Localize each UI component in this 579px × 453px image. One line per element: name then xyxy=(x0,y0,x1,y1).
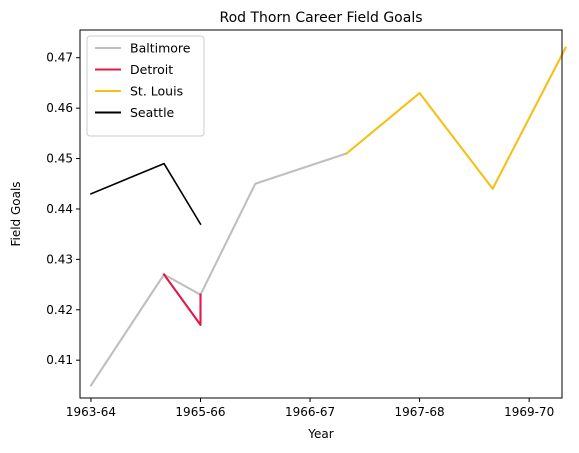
legend: Baltimore Detroit St. Louis Seattle xyxy=(86,35,205,137)
series-line-detroit xyxy=(162,273,202,326)
x-axis: 1963-64 1965-66 1966-67 1967-68 1969-70 xyxy=(66,398,554,419)
x-axis-title: Year xyxy=(307,427,333,441)
x-tick-label: 1963-64 xyxy=(66,405,116,419)
x-tick-label: 1969-70 xyxy=(504,405,554,419)
x-tick-label: 1965-66 xyxy=(175,405,225,419)
series-line-st-louis xyxy=(345,46,568,190)
y-tick-label: 0.44 xyxy=(46,202,73,216)
legend-box xyxy=(86,35,205,137)
legend-label-seattle: Seattle xyxy=(130,105,175,120)
y-tick-label: 0.46 xyxy=(46,101,73,115)
legend-label-st-louis: St. Louis xyxy=(130,84,183,99)
legend-label-detroit: Detroit xyxy=(130,62,173,77)
y-axis: 0.41 0.42 0.43 0.44 0.45 0.46 0.47 xyxy=(46,51,80,367)
y-tick-label: 0.43 xyxy=(46,252,73,266)
y-tick-label: 0.47 xyxy=(46,51,73,65)
chart-title: Rod Thorn Career Field Goals xyxy=(220,10,423,26)
x-tick-label: 1966-67 xyxy=(285,405,335,419)
x-tick-label: 1967-68 xyxy=(395,405,445,419)
plot-frame xyxy=(79,29,563,399)
y-tick-label: 0.42 xyxy=(46,303,73,317)
y-tick-label: 0.45 xyxy=(46,152,73,166)
legend-label-baltimore: Baltimore xyxy=(130,41,191,56)
y-axis-title: Field Goals xyxy=(9,181,23,246)
y-tick-label: 0.41 xyxy=(46,353,73,367)
series-line-seattle xyxy=(89,162,202,226)
plot-lines xyxy=(89,46,568,387)
series-line-baltimore xyxy=(89,152,348,387)
